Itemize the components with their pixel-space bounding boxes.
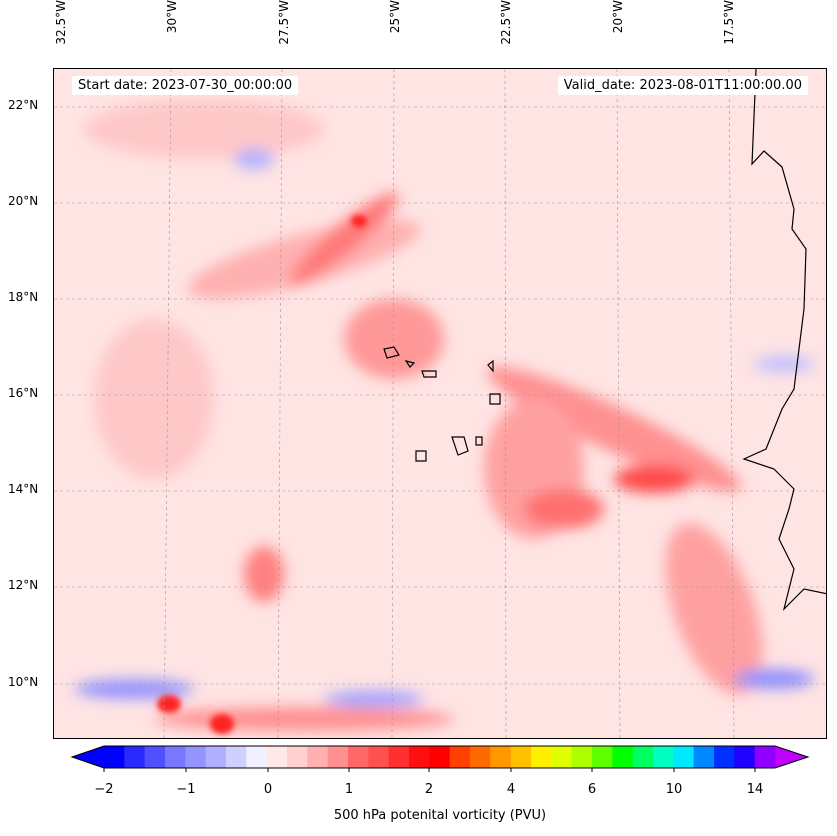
colorbar-bin bbox=[327, 746, 349, 768]
colorbar-label: 500 hPa potenital vorticity (PVU) bbox=[333, 808, 547, 823]
colorbar-bin bbox=[714, 746, 735, 768]
coastline bbox=[383, 69, 826, 611]
colorbar-bin bbox=[653, 746, 674, 768]
colorbar-tick: −1 bbox=[176, 782, 196, 797]
lon-label: 27.5°W bbox=[277, 0, 291, 45]
colorbar-bin bbox=[144, 746, 166, 768]
colorbar-bin bbox=[185, 746, 207, 768]
lat-label: 22°N bbox=[8, 98, 39, 112]
colorbar-bin bbox=[226, 746, 247, 768]
colorbar-under-extension bbox=[72, 746, 104, 768]
colorbar-bin bbox=[205, 746, 227, 768]
lat-label: 10°N bbox=[8, 675, 39, 689]
colorbar-bin bbox=[124, 746, 146, 768]
colorbar-bin bbox=[348, 746, 369, 768]
lat-label: 18°N bbox=[8, 290, 39, 304]
colorbar-bin bbox=[571, 746, 593, 768]
colorbar-bin bbox=[531, 746, 552, 768]
colorbar-bin bbox=[449, 746, 471, 768]
lon-label: 22.5°W bbox=[499, 0, 513, 45]
pv-map bbox=[53, 68, 827, 739]
lat-label: 12°N bbox=[8, 578, 39, 592]
colorbar-bin bbox=[734, 746, 756, 768]
colorbar-bin bbox=[429, 746, 451, 768]
colorbar-bin bbox=[246, 746, 268, 768]
lat-label: 14°N bbox=[8, 482, 39, 496]
colorbar-tick: 4 bbox=[506, 782, 516, 797]
pv-field bbox=[54, 69, 826, 738]
colorbar-tick: 0 bbox=[263, 782, 273, 797]
start-date-label: Start date: 2023-07-30_00:00:00 bbox=[72, 76, 299, 95]
colorbar-tick: −2 bbox=[94, 782, 114, 797]
lon-label: 20°W bbox=[611, 0, 625, 34]
gridlines bbox=[54, 69, 826, 738]
colorbar-bin bbox=[287, 746, 308, 768]
colorbar-bin bbox=[673, 746, 695, 768]
colorbar-bin bbox=[165, 746, 186, 768]
colorbar-over-extension bbox=[775, 746, 808, 768]
pv-contours bbox=[74, 99, 814, 731]
colorbar-bin bbox=[307, 746, 329, 768]
colorbar-bin bbox=[551, 746, 573, 768]
lon-label: 17.5°W bbox=[722, 0, 736, 45]
colorbar-bin bbox=[409, 746, 430, 768]
colorbar-bin bbox=[388, 746, 410, 768]
colorbar bbox=[70, 745, 810, 772]
colorbar-tick: 2 bbox=[424, 782, 434, 797]
colorbar-bin bbox=[470, 746, 491, 768]
colorbar-tick: 1 bbox=[344, 782, 354, 797]
colorbar-tick: 10 bbox=[665, 782, 683, 797]
colorbar-bin bbox=[266, 746, 288, 768]
colorbar-bin bbox=[368, 746, 390, 768]
colorbar-tick: 14 bbox=[746, 782, 764, 797]
colorbar-bin bbox=[490, 746, 512, 768]
colorbar-bin bbox=[104, 746, 125, 768]
colorbar-bin bbox=[510, 746, 532, 768]
lat-label: 20°N bbox=[8, 194, 39, 208]
colorbar-bin bbox=[592, 746, 613, 768]
colorbar-bin bbox=[612, 746, 634, 768]
colorbar-tick: 6 bbox=[587, 782, 597, 797]
colorbar-bin bbox=[754, 746, 776, 768]
lon-label: 25°W bbox=[388, 0, 402, 34]
lon-label: 30°W bbox=[165, 0, 179, 34]
valid-date-label: Valid_date: 2023-08-01T11:00:00.00 bbox=[557, 76, 808, 95]
lon-label: 32.5°W bbox=[54, 0, 68, 45]
colorbar-bin bbox=[632, 746, 654, 768]
colorbar-bin bbox=[693, 746, 715, 768]
lat-label: 16°N bbox=[8, 386, 39, 400]
